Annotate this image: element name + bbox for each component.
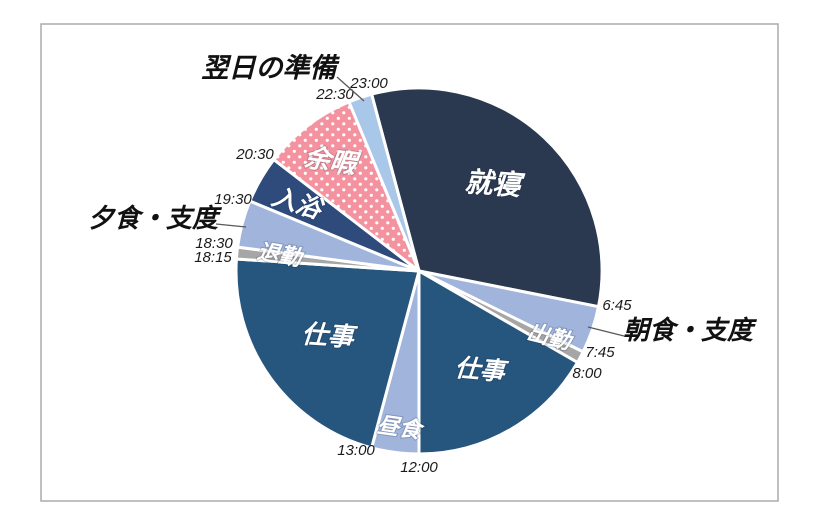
category-label-breakfast-prep: 朝食・支度 [623, 316, 758, 346]
slice-label-work-afternoon: 仕事 [301, 320, 359, 354]
time-tick-23-00: 23:00 [349, 75, 388, 92]
time-tick-18-15: 18:15 [194, 249, 232, 266]
time-tick-7-45: 7:45 [585, 344, 615, 361]
slice-label-work-morning: 仕事 [454, 353, 510, 387]
callout-labels: 翌日の準備 夕食・支度 朝食・支度 [88, 53, 758, 346]
slice-work-afternoon [234, 257, 421, 450]
category-label-dinner-prep: 夕食・支度 [88, 204, 223, 234]
time-tick-6-45: 6:45 [602, 297, 632, 314]
time-tick-13-00: 13:00 [337, 442, 375, 459]
leader-line-dinner-prep [215, 223, 247, 228]
time-tick-12-00: 12:00 [400, 459, 438, 476]
time-tick-19-30: 19:30 [214, 191, 252, 208]
time-tick-20-30: 20:30 [235, 146, 274, 163]
pie-slices [234, 86, 604, 456]
slice-work-morning [417, 269, 579, 456]
time-tick-8-00: 8:00 [572, 365, 602, 382]
time-tick-18-30: 18:30 [195, 235, 233, 252]
category-label-next-day-prep: 翌日の準備 [202, 53, 341, 84]
leader-line-breakfast-prep [587, 326, 625, 337]
slice-label-sleep: 就寝 [464, 165, 527, 202]
time-tick-22-30: 22:30 [315, 86, 354, 103]
slice-sleep [370, 86, 604, 309]
leader-line-next-day-prep [336, 76, 365, 102]
slice-leisure [272, 100, 421, 273]
